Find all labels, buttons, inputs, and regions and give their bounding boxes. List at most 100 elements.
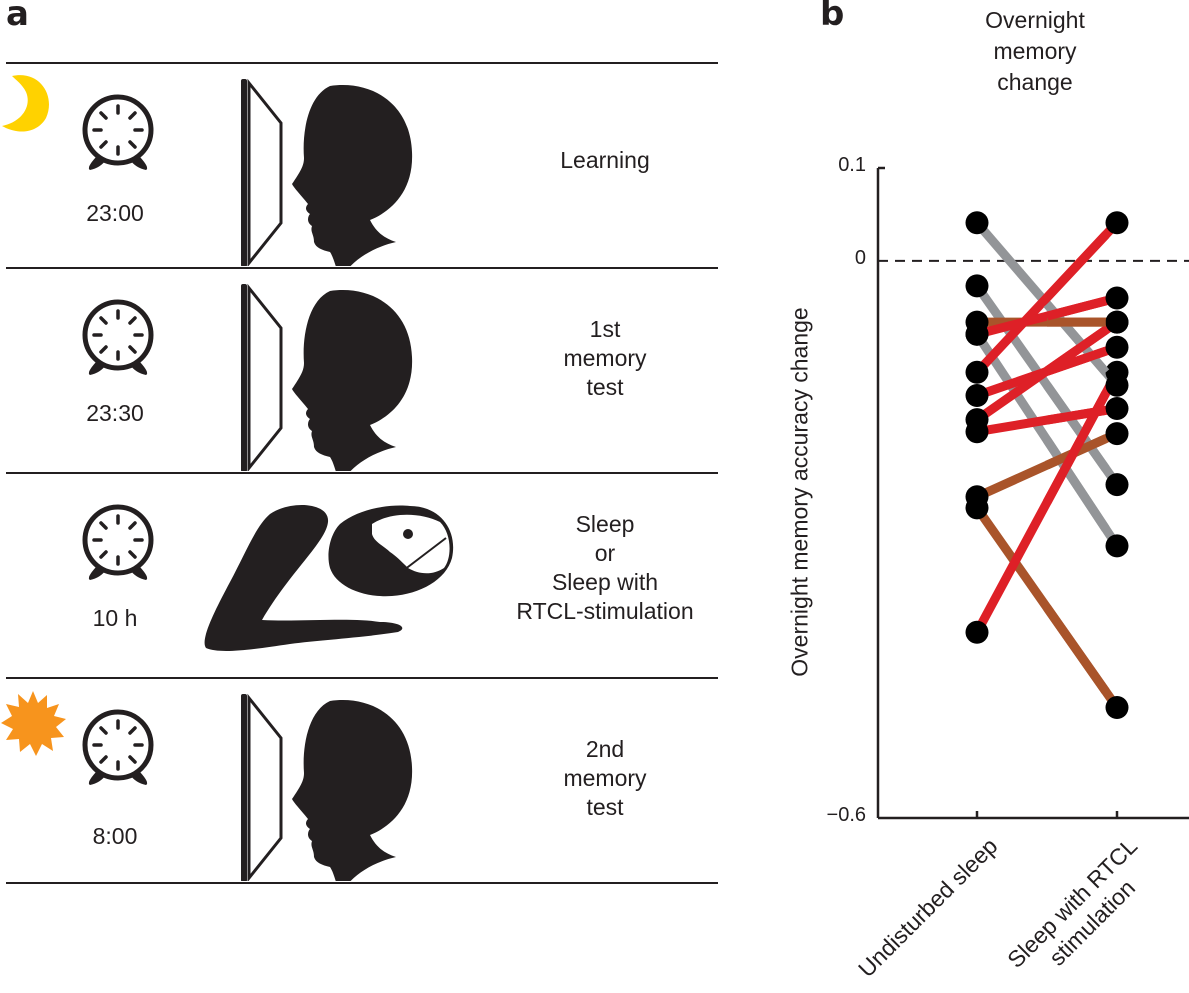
series-line-red (973, 370, 1121, 635)
screen-icon (239, 282, 283, 471)
y-tick-label: 0 (854, 246, 866, 269)
head-silhouette-icon (292, 85, 413, 266)
y-tick-label: −0.6 (826, 804, 866, 826)
series-line-overlay (1046, 405, 1107, 425)
series-line-brown (973, 505, 1121, 711)
step-label-line: 2nd (585, 736, 625, 762)
data-point (965, 420, 989, 444)
data-point (965, 620, 989, 644)
data-point (965, 211, 989, 235)
divider (6, 472, 718, 474)
time-label: 8:00 (92, 823, 138, 849)
series-line-red (973, 219, 1121, 376)
x-tick-label: Undisturbed sleep (852, 832, 1003, 983)
panel-b-letter: b (820, 0, 845, 34)
series-line-overlay (1043, 382, 1110, 472)
alarm-clock-icon (85, 507, 151, 580)
divider (6, 62, 718, 64)
chart-title-line: Overnight (985, 7, 1085, 33)
data-point (1105, 286, 1129, 310)
series-line-gray (973, 219, 1121, 389)
data-point (1105, 534, 1129, 558)
data-point (965, 408, 989, 432)
data-point (1105, 397, 1129, 420)
screen-icon (239, 692, 283, 881)
row-graphics (2, 75, 413, 266)
y-axis-label: Overnight memory accuracy change (786, 307, 813, 677)
x-tick-label-line: Undisturbed sleep (852, 832, 1003, 983)
head-silhouette-icon (292, 290, 413, 471)
series-line-overlay (1045, 434, 1108, 470)
protocol-row-second-test: 8:00 2nd memory test (0, 677, 720, 881)
data-point (965, 485, 989, 509)
step-label: Sleep or Sleep with RTCL-stimulation (480, 510, 730, 626)
step-label-line: memory (563, 765, 647, 791)
data-point (1105, 211, 1129, 235)
series-line-overlay (1043, 301, 1110, 376)
y-tick-label: 0.1 (838, 154, 866, 176)
divider (6, 882, 718, 884)
series-line-red (976, 404, 1118, 437)
series-line-overlay (1043, 390, 1110, 505)
data-point (1105, 473, 1129, 497)
series-line-overlay (1045, 296, 1107, 321)
time-label: 23:00 (86, 200, 144, 226)
sleeping-person-icon (204, 504, 454, 651)
panel-a-letter: a (6, 0, 29, 34)
series-line-red (974, 318, 1120, 424)
head-silhouette-icon (292, 700, 413, 881)
data-point (965, 360, 989, 384)
data-point (1105, 310, 1129, 334)
divider (6, 267, 718, 269)
step-label-line: test (586, 794, 624, 820)
data-point (1105, 310, 1129, 334)
step-label-line: 1st (589, 316, 621, 342)
step-label-line: or (594, 540, 616, 566)
series-line-gray (973, 331, 1121, 549)
sun-icon (1, 691, 66, 756)
alarm-clock-icon (85, 302, 151, 375)
data-point (1105, 373, 1129, 397)
moon-icon (2, 75, 49, 132)
protocol-row-sleep: 10 h Sleep or Sleep with RTCL-stimulatio… (0, 472, 720, 676)
alarm-clock-icon (85, 97, 151, 170)
series-line-overlay (1043, 231, 1110, 301)
chart-title-line: change (997, 69, 1073, 95)
step-label-line: RTCL-stimulation (516, 598, 694, 624)
series-line-overlay (1043, 605, 1110, 695)
chart-title-line: memory (993, 38, 1077, 64)
row-graphics (0, 472, 454, 651)
series-line-red (975, 293, 1119, 339)
data-point (965, 274, 989, 298)
series-line-brown (975, 429, 1119, 501)
time-label: 10 h (92, 605, 138, 631)
step-label-line: Sleep with (551, 569, 659, 595)
step-label: 1st memory test (480, 315, 730, 402)
step-label-line: Sleep (575, 511, 635, 537)
chart-title: Overnight memory change (930, 5, 1140, 98)
data-point (1105, 422, 1129, 446)
series-line-gray (973, 283, 1121, 488)
data-point (965, 384, 989, 407)
data-point (965, 496, 989, 520)
step-label-line: Learning (560, 147, 650, 173)
series-line-overlay (1044, 326, 1109, 375)
protocol-row-first-test: 23:30 1st memory test (0, 267, 720, 471)
series-line-overlay (1043, 437, 1110, 532)
row-graphics (1, 691, 413, 881)
alarm-clock-icon (85, 712, 151, 785)
data-point (1105, 360, 1129, 384)
step-label: Learning (480, 146, 730, 175)
series-line-red (975, 342, 1119, 400)
step-label-line: test (586, 374, 624, 400)
data-point (965, 310, 989, 334)
data-point (1105, 335, 1129, 359)
protocol-row-learning: 23:00 Learning (0, 62, 720, 266)
divider (6, 677, 718, 679)
step-label: 2nd memory test (480, 735, 730, 822)
data-point (1105, 696, 1129, 719)
data-point (965, 322, 989, 346)
time-label: 23:30 (86, 400, 144, 426)
x-tick-label: Sleep with RTCL stimulation (1001, 832, 1162, 993)
data-point (965, 322, 989, 346)
